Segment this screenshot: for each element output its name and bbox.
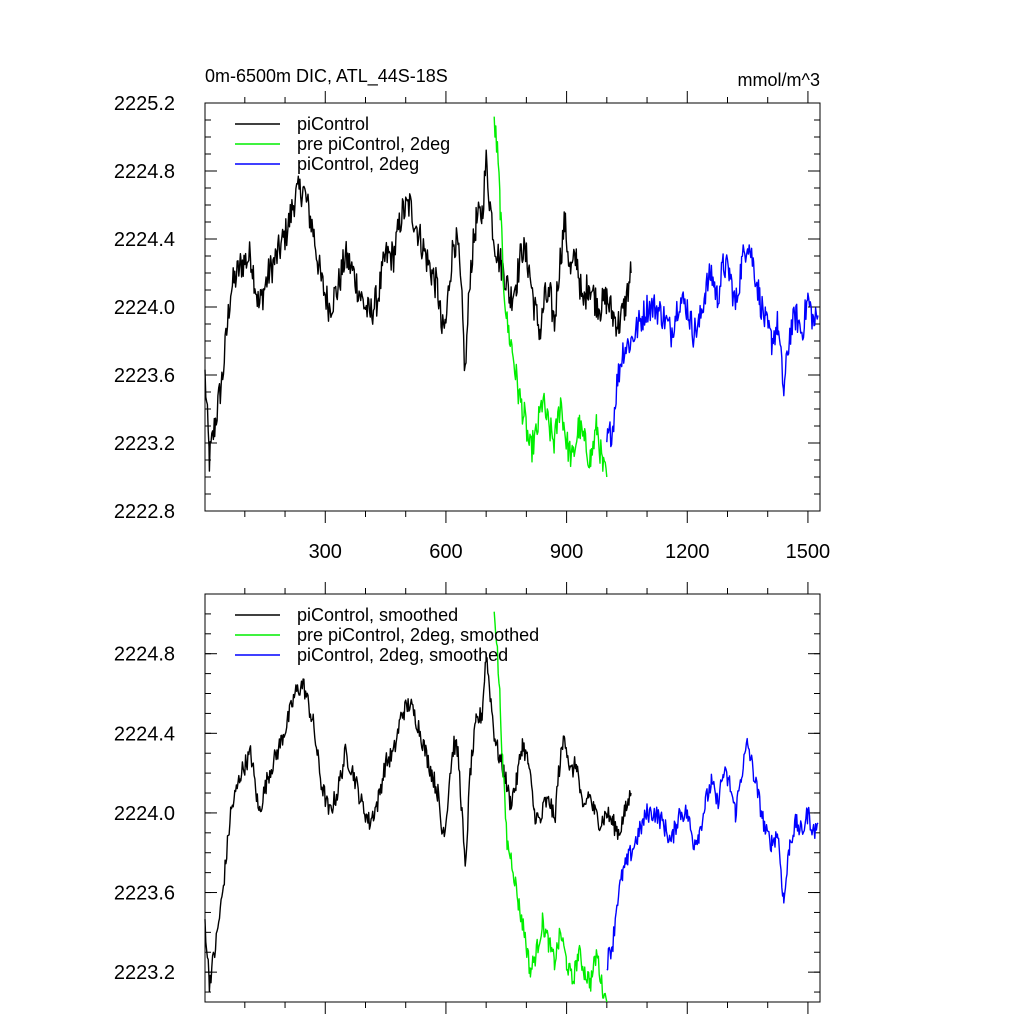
legend-label: pre piControl, 2deg: [297, 134, 450, 154]
y-tick-label: 2224.8: [114, 644, 175, 666]
x-tick-label: 1200: [665, 541, 710, 563]
y-tick-label: 2223.6: [114, 365, 175, 387]
x-tick-label: 900: [550, 541, 583, 563]
y-tick-label: 2223.2: [114, 962, 175, 984]
chart-title: 0m-6500m DIC, ATL_44S-18S: [205, 66, 448, 86]
panel-1: 2222.8 2223.2 2223.6 2224.0 2224.4 2224.8 2225…: [114, 91, 830, 563]
series-line-2: [493, 116, 608, 478]
y-tick-label: 2224.4: [114, 229, 175, 251]
y-tick-label: 2224.0: [114, 297, 175, 319]
series-line-2: [493, 611, 608, 1003]
y-tick-label: 2223.6: [114, 883, 175, 905]
x-tick-label: 300: [309, 541, 342, 563]
y-tick-label: 2224.0: [114, 803, 175, 825]
series-line-3: [606, 737, 819, 971]
legend-label: piControl: [297, 114, 369, 134]
y-tick-label: 2224.8: [114, 161, 175, 183]
panel-2: 2223.2 2223.6 2224.0 2224.4 2224.8 piControl,…: [114, 582, 821, 1014]
legend-label: piControl, 2deg, smoothed: [297, 645, 508, 665]
legend-label: pre piControl, 2deg, smoothed: [297, 625, 539, 645]
legend-label: piControl, smoothed: [297, 605, 458, 625]
series-line-1: [204, 657, 632, 993]
plot-frame: [204, 593, 821, 1003]
y-tick-label: 2222.8: [114, 501, 175, 523]
units-label: mmol/m^3: [737, 70, 820, 90]
series-line-1: [204, 149, 632, 472]
legend-label: piControl, 2deg: [297, 154, 419, 174]
x-tick-label: 1500: [786, 541, 831, 563]
x-tick-label: 600: [429, 541, 462, 563]
y-tick-label: 2225.2: [114, 93, 175, 115]
series-line-3: [606, 244, 819, 448]
y-tick-label: 2223.2: [114, 433, 175, 455]
y-tick-label: 2224.4: [114, 723, 175, 745]
